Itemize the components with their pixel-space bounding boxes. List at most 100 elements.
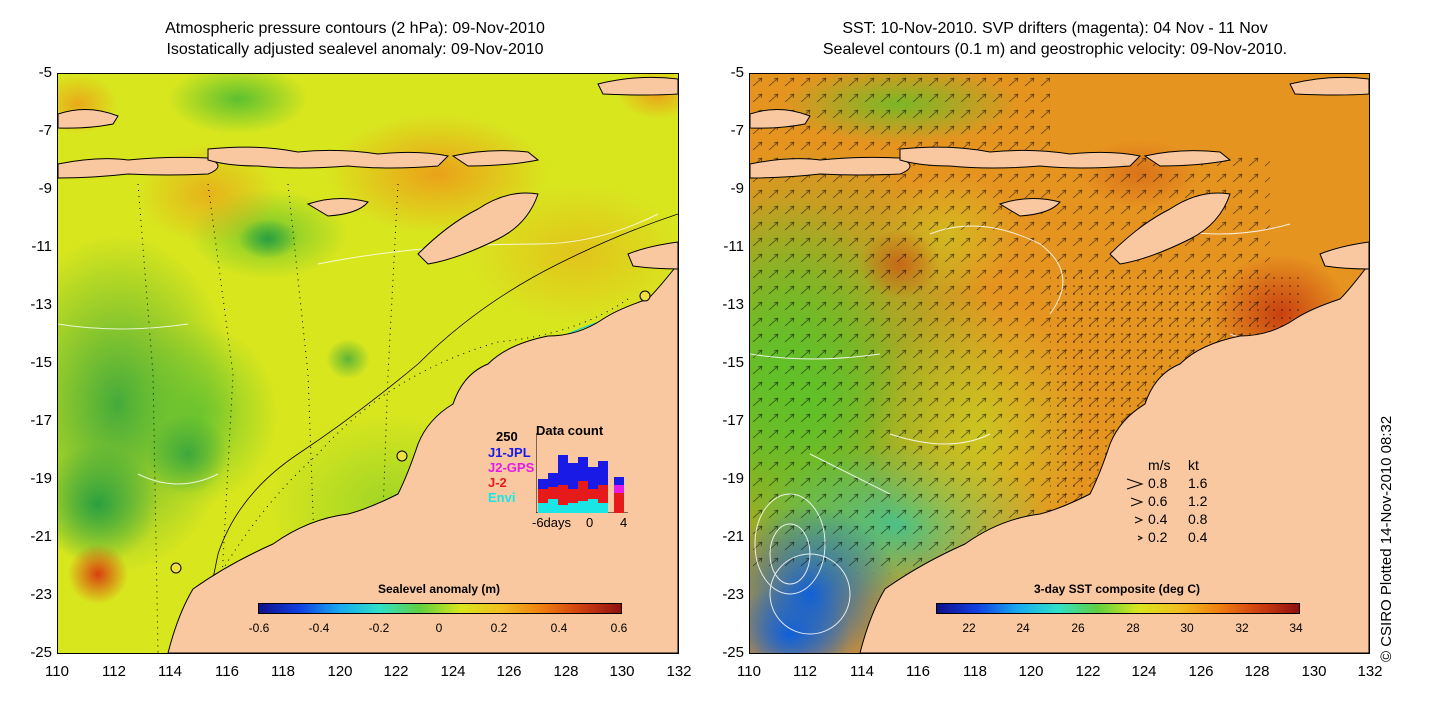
left-map-graphics (58, 74, 678, 653)
lat-tick-label: -9 (38, 180, 52, 197)
lat-tick-label: -19 (722, 470, 744, 487)
inset-bar-1 (548, 473, 558, 513)
right-map-title-line2: Sealevel contours (0.1 m) and geostrophi… (822, 41, 1288, 58)
speed-row-kt: 1.2 (1188, 493, 1208, 509)
left-colorbar-label: 0.6 (610, 621, 628, 635)
speed-arrow-icon (1137, 535, 1144, 541)
right-colorbar (936, 603, 1300, 614)
lat-tick-label: -11 (31, 238, 52, 255)
lat-tick-label: -17 (30, 412, 52, 429)
inset-xlabel-start: -6days (532, 515, 572, 530)
left-colorbar-label: -0.2 (368, 621, 390, 635)
lat-tick-label: -21 (30, 528, 52, 545)
lon-tick-label: 116 (215, 663, 239, 680)
inset-bar-6 (598, 461, 608, 513)
lon-tick-label: 122 (383, 663, 409, 680)
lat-tick-label: -11 (723, 238, 744, 255)
lon-tick-label: 128 (553, 663, 579, 680)
left-colorbar-label: 0.2 (490, 621, 508, 635)
inset-bar-2 (558, 455, 568, 513)
lat-tick-label: -21 (722, 528, 744, 545)
lon-tick-label: 124 (1131, 663, 1157, 680)
lon-tick-label: 132 (666, 663, 692, 680)
lon-tick-label: 118 (963, 663, 987, 680)
lat-tick-label: -5 (38, 64, 52, 81)
lat-tick-label: -7 (730, 122, 744, 139)
inset-bar-7 (614, 477, 624, 513)
lat-tick-label: -7 (38, 122, 52, 139)
lon-tick-label: 126 (496, 663, 522, 680)
speed-row-kt: 0.8 (1188, 511, 1208, 527)
lon-tick-label: 128 (1244, 663, 1270, 680)
lat-tick-label: -9 (730, 180, 744, 197)
speed-row-ms: 0.2 (1148, 529, 1168, 545)
inset-bar-0 (538, 479, 548, 513)
speed-row-kt: 1.6 (1188, 475, 1208, 491)
lat-tick-label: -25 (722, 644, 744, 661)
left-sealevel-anomaly-map[interactable]: 250 Data count J1-JPL J2-GPS J-2 Envi -6… (57, 73, 679, 654)
right-colorbar-label: 28 (1126, 621, 1140, 635)
lat-tick-label: -13 (30, 296, 52, 313)
data-count-inset: 250 Data count J1-JPL J2-GPS J-2 Envi -6… (488, 419, 638, 530)
speed-row-kt: 0.4 (1188, 529, 1208, 545)
inset-xlabel-end: 4 (620, 515, 628, 530)
lon-tick-label: 124 (440, 663, 466, 680)
left-colorbar (258, 603, 622, 614)
right-colorbar-label: 34 (1289, 621, 1303, 635)
right-colorbar-label: 26 (1071, 621, 1085, 635)
right-map-title-line1: SST: 10-Nov-2010. SVP drifters (magenta)… (842, 20, 1268, 37)
lon-tick-label: 116 (906, 663, 930, 680)
inset-xlabel-zero: 0 (586, 515, 594, 530)
lon-tick-label: 112 (102, 663, 126, 680)
right-colorbar-title: 3-day SST composite (deg C) (1033, 582, 1201, 596)
speed-header-kt: kt (1188, 457, 1199, 473)
speed-arrow-icon (1126, 478, 1144, 490)
left-colorbar-title: Sealevel anomaly (m) (377, 582, 501, 596)
inset-title: Data count (536, 423, 604, 438)
lat-tick-label: -5 (730, 64, 744, 81)
lon-tick-label: 120 (327, 663, 353, 680)
lon-tick-label: 114 (158, 663, 182, 680)
plot-credit: © CSIRO Plotted 14-Nov-2010 08:32 (1378, 415, 1395, 662)
right-sst-map[interactable]: m/s kt 0.8 1.6 0.6 1.2 0.4 0.8 0.2 0.4 3… (749, 73, 1370, 654)
inset-bar-5 (588, 467, 598, 513)
lon-tick-label: 122 (1075, 663, 1101, 680)
lon-tick-label: 130 (1301, 663, 1327, 680)
inset-max-count: 250 (496, 429, 518, 444)
inset-bar-3 (568, 463, 578, 513)
lon-tick-label: 126 (1188, 663, 1214, 680)
lat-tick-label: -23 (722, 586, 744, 603)
lat-tick-label: -17 (722, 412, 744, 429)
inset-series-j-2: J-2 (488, 475, 507, 490)
lat-tick-label: -25 (30, 644, 52, 661)
left-colorbar-label: 0.4 (550, 621, 568, 635)
lon-tick-label: 110 (45, 663, 69, 680)
right-colorbar-label: 22 (962, 621, 976, 635)
lat-tick-label: -19 (30, 470, 52, 487)
lon-tick-label: 114 (850, 663, 874, 680)
lat-tick-label: -13 (722, 296, 744, 313)
speed-row-ms: 0.4 (1148, 511, 1168, 527)
left-colorbar-label: 0 (435, 621, 443, 635)
inset-bar-chart (536, 433, 628, 513)
lat-tick-label: -23 (30, 586, 52, 603)
lon-tick-label: 132 (1357, 663, 1383, 680)
right-colorbar-label: 30 (1180, 621, 1194, 635)
speed-arrow-icon (1134, 516, 1144, 524)
speed-header-ms: m/s (1148, 457, 1171, 473)
left-map-title-line2: Isostatically adjusted sealevel anomaly:… (166, 41, 544, 58)
lon-tick-label: 110 (737, 663, 761, 680)
right-colorbar-label: 32 (1235, 621, 1249, 635)
lon-tick-label: 130 (609, 663, 635, 680)
speed-row-ms: 0.8 (1148, 475, 1168, 491)
right-map-graphics (750, 74, 1369, 653)
lon-tick-label: 112 (793, 663, 817, 680)
speed-arrow-icon (1130, 497, 1144, 507)
velocity-scale-legend: m/s kt 0.8 1.6 0.6 1.2 0.4 0.8 0.2 0.4 (1122, 457, 1242, 547)
left-colorbar-label: -0.4 (308, 621, 330, 635)
left-map-title-line1: Atmospheric pressure contours (2 hPa): 0… (165, 20, 545, 37)
lon-tick-label: 120 (1018, 663, 1044, 680)
lat-tick-label: -15 (30, 354, 52, 371)
lat-tick-label: -15 (722, 354, 744, 371)
speed-row-ms: 0.6 (1148, 493, 1168, 509)
